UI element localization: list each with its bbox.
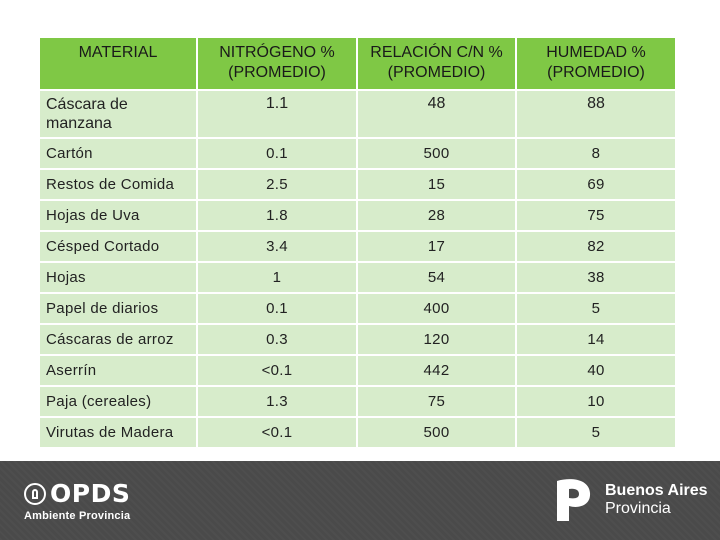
- footer-bar: OPDS Ambiente Provincia Buenos Aires Pro…: [0, 461, 720, 540]
- cell-cn-ratio: 400: [357, 292, 517, 324]
- header-nitrogen: NITRÓGENO % (PROMEDIO): [197, 38, 358, 90]
- table-row: Papel de diarios 0.1 400 5: [40, 292, 675, 324]
- table-header-row: MATERIAL NITRÓGENO % (PROMEDIO) RELACIÓN…: [40, 38, 675, 90]
- buenos-aires-p-icon: [557, 479, 591, 521]
- cell-humidity: 10: [516, 385, 675, 417]
- cell-nitrogen: <0.1: [197, 354, 358, 386]
- cell-cn-ratio: 500: [357, 137, 517, 169]
- cell-cn-ratio: 48: [357, 89, 517, 138]
- cell-material: Paja (cereales): [40, 385, 198, 417]
- table-row: Hojas 1 54 38: [40, 261, 675, 293]
- cell-nitrogen: <0.1: [197, 416, 358, 447]
- cell-cn-ratio: 17: [357, 230, 517, 262]
- table-row: Restos de Comida 2.5 15 69: [40, 168, 675, 200]
- cell-humidity: 40: [516, 354, 675, 386]
- cell-nitrogen: 1.1: [197, 89, 358, 138]
- cell-material: Cáscara de manzana: [40, 89, 198, 138]
- cell-nitrogen: 1.8: [197, 199, 358, 231]
- table-row: Paja (cereales) 1.3 75 10: [40, 385, 675, 417]
- cell-cn-ratio: 442: [357, 354, 517, 386]
- buenos-aires-logo: Buenos Aires Provincia: [553, 477, 708, 525]
- cell-material: Césped Cortado: [40, 230, 198, 262]
- composting-materials-table: MATERIAL NITRÓGENO % (PROMEDIO) RELACIÓN…: [40, 38, 675, 447]
- cell-material: Papel de diarios: [40, 292, 198, 324]
- cell-humidity: 75: [516, 199, 675, 231]
- table-row: Cáscara de manzana 1.1 48 88: [40, 89, 675, 138]
- cell-humidity: 8: [516, 137, 675, 169]
- table-row: Cáscaras de arroz 0.3 120 14: [40, 323, 675, 355]
- cell-humidity: 38: [516, 261, 675, 293]
- cell-material: Virutas de Madera: [40, 416, 198, 447]
- opds-logo-title: OPDS: [50, 479, 131, 508]
- cell-material: Hojas: [40, 261, 198, 293]
- buenos-aires-logo-subtitle: Provincia: [605, 500, 671, 517]
- cell-nitrogen: 0.3: [197, 323, 358, 355]
- cell-humidity: 5: [516, 292, 675, 324]
- cell-material: Restos de Comida: [40, 168, 198, 200]
- table-row: Hojas de Uva 1.8 28 75: [40, 199, 675, 231]
- cell-material: Aserrín: [40, 354, 198, 386]
- table-row: Virutas de Madera <0.1 500 5: [40, 416, 675, 447]
- cell-humidity: 14: [516, 323, 675, 355]
- header-humidity: HUMEDAD % (PROMEDIO): [516, 38, 675, 90]
- cell-cn-ratio: 75: [357, 385, 517, 417]
- composting-materials-table-container: MATERIAL NITRÓGENO % (PROMEDIO) RELACIÓN…: [40, 38, 675, 447]
- cell-humidity: 88: [516, 89, 675, 138]
- header-material: MATERIAL: [40, 38, 198, 90]
- cell-nitrogen: 0.1: [197, 137, 358, 169]
- buenos-aires-logo-title: Buenos Aires: [605, 482, 708, 499]
- cell-humidity: 82: [516, 230, 675, 262]
- cell-humidity: 5: [516, 416, 675, 447]
- cell-nitrogen: 3.4: [197, 230, 358, 262]
- cell-cn-ratio: 15: [357, 168, 517, 200]
- opds-logo-subtitle: Ambiente Provincia: [24, 510, 131, 522]
- cell-material: Cartón: [40, 137, 198, 169]
- cell-cn-ratio: 28: [357, 199, 517, 231]
- cell-nitrogen: 2.5: [197, 168, 358, 200]
- header-cn-ratio: RELACIÓN C/N % (PROMEDIO): [357, 38, 517, 90]
- table-row: Cartón 0.1 500 8: [40, 137, 675, 169]
- cell-nitrogen: 1.3: [197, 385, 358, 417]
- opds-emblem-icon: [24, 483, 46, 505]
- cell-cn-ratio: 120: [357, 323, 517, 355]
- table-row: Césped Cortado 3.4 17 82: [40, 230, 675, 262]
- opds-logo: OPDS Ambiente Provincia: [24, 481, 130, 522]
- cell-material: Hojas de Uva: [40, 199, 198, 231]
- cell-humidity: 69: [516, 168, 675, 200]
- cell-cn-ratio: 500: [357, 416, 517, 447]
- cell-material: Cáscaras de arroz: [40, 323, 198, 355]
- cell-nitrogen: 1: [197, 261, 358, 293]
- cell-nitrogen: 0.1: [197, 292, 358, 324]
- cell-cn-ratio: 54: [357, 261, 517, 293]
- table-row: Aserrín <0.1 442 40: [40, 354, 675, 386]
